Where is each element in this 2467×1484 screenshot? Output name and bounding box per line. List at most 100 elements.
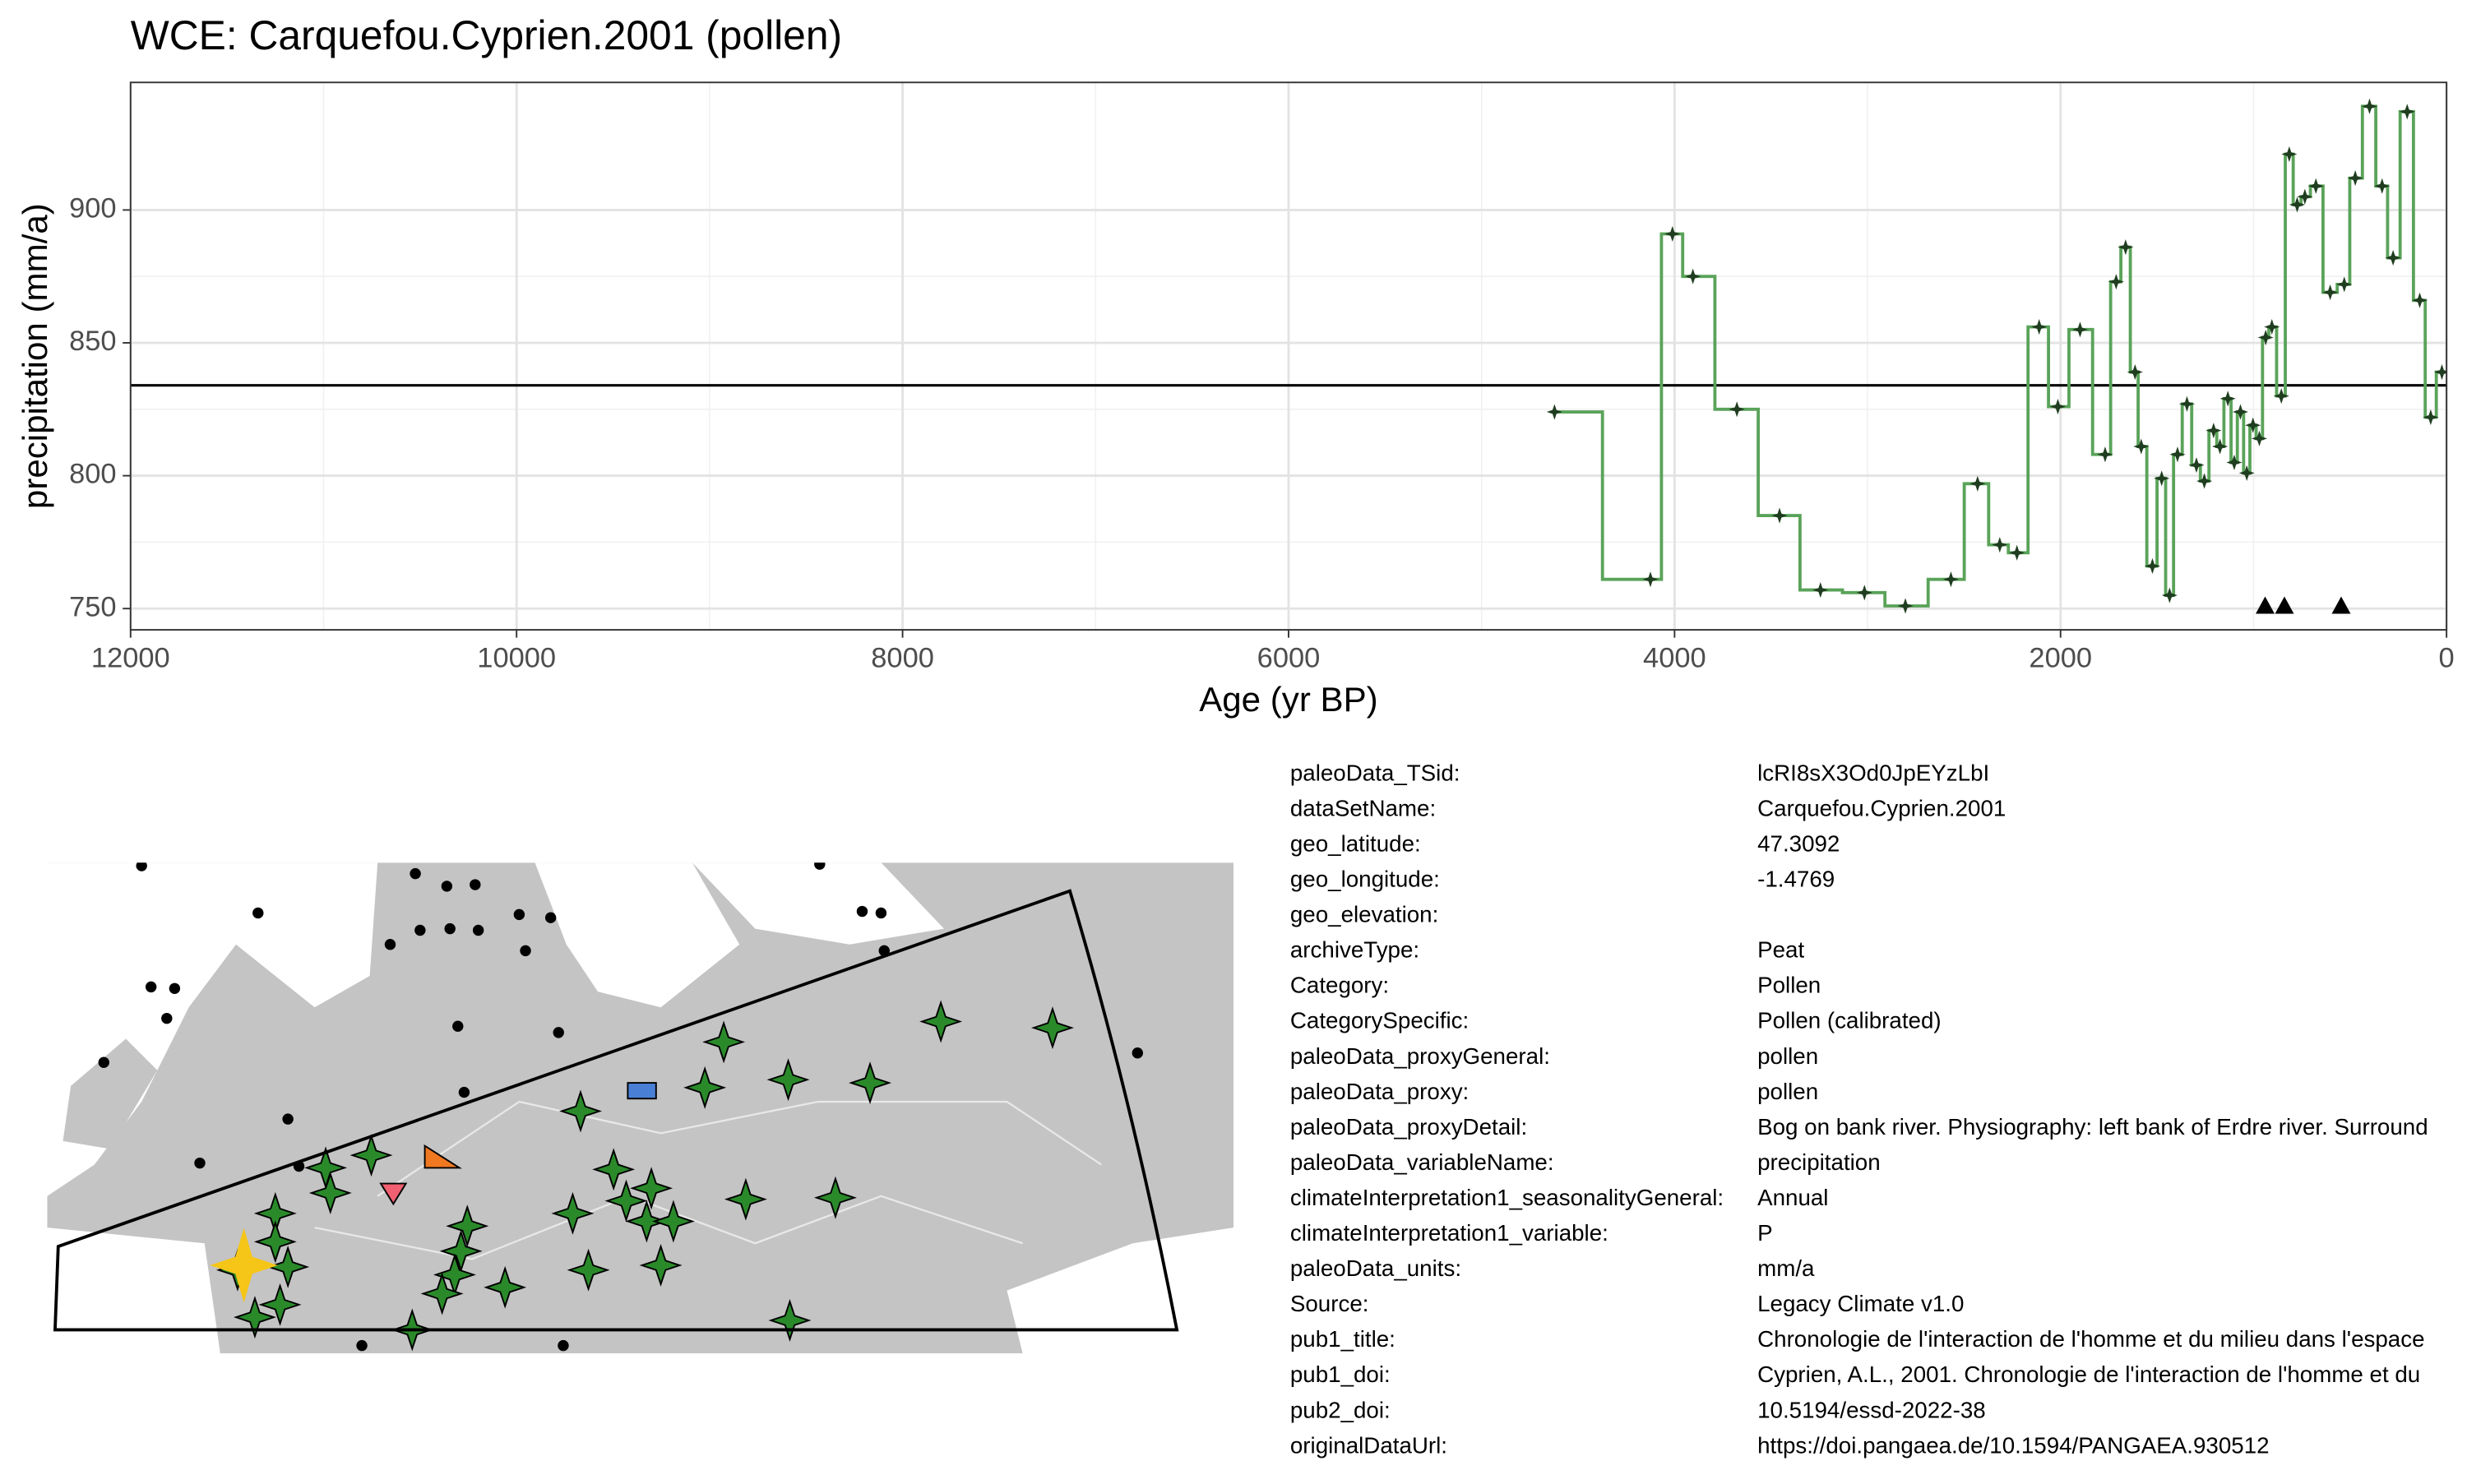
- site-dot: [458, 1086, 470, 1098]
- meta-key: originalDataUrl:: [1290, 1432, 1447, 1458]
- x-tick-label: 4000: [1643, 643, 1706, 674]
- site-dot: [472, 924, 484, 936]
- data-point: [2322, 284, 2339, 301]
- data-point: [2257, 329, 2274, 346]
- x-tick-label: 10000: [477, 643, 556, 674]
- data-point: [1664, 225, 1681, 243]
- site-star: [724, 1177, 767, 1221]
- data-point: [1642, 571, 1659, 588]
- x-tick-label: 2000: [2029, 643, 2092, 674]
- meta-value: Chronologie de l'interaction de l'homme …: [1757, 1326, 2424, 1352]
- site-dot: [470, 879, 481, 890]
- data-point: [2273, 388, 2289, 405]
- map-sea: [535, 862, 740, 1008]
- age-marker: [2256, 596, 2275, 614]
- meta-key: Source:: [1290, 1291, 1369, 1316]
- site-dot: [878, 945, 890, 957]
- data-point: [1771, 507, 1788, 524]
- meta-value: P: [1757, 1220, 1772, 1246]
- meta-value: Legacy Climate v1.0: [1757, 1291, 1964, 1316]
- meta-key: Category:: [1290, 973, 1389, 998]
- site-star: [567, 1248, 610, 1292]
- site-star: [630, 1167, 673, 1210]
- site-star: [308, 1172, 352, 1215]
- data-point: [2385, 250, 2401, 266]
- data-point: [1685, 268, 1701, 284]
- meta-value: pollen: [1757, 1079, 1818, 1104]
- data-point: [2133, 438, 2150, 455]
- meta-key: archiveType:: [1290, 937, 1419, 963]
- site-dot: [856, 905, 868, 918]
- site-dot: [410, 867, 421, 880]
- meta-key: climateInterpretation1_variable:: [1290, 1220, 1608, 1246]
- site-star: [266, 1245, 310, 1288]
- meta-value: 10.5194/essd-2022-38: [1757, 1397, 1986, 1422]
- site-star: [683, 1066, 727, 1109]
- data-point: [1992, 537, 2008, 553]
- site-marker: [424, 1144, 462, 1169]
- data-point: [2232, 404, 2249, 420]
- site-star: [349, 1134, 393, 1177]
- meta-key: paleoData_TSid:: [1290, 760, 1460, 785]
- data-point: [2118, 239, 2134, 256]
- meta-key: paleoData_units:: [1290, 1255, 1461, 1281]
- data-point: [1942, 571, 1959, 588]
- site-dot: [161, 1012, 173, 1024]
- site-dot: [452, 1020, 464, 1032]
- site-dot: [1132, 1047, 1143, 1059]
- data-point: [2205, 423, 2222, 439]
- meta-key: paleoData_variableName:: [1290, 1149, 1554, 1175]
- data-point: [2154, 470, 2170, 487]
- meta-key: paleoData_proxyGeneral:: [1290, 1043, 1550, 1069]
- data-point: [2423, 409, 2439, 426]
- data-point: [2071, 321, 2089, 338]
- data-point: [2226, 454, 2243, 471]
- data-point: [1729, 401, 1745, 418]
- x-tick-label: 0: [2439, 643, 2455, 674]
- age-marker: [2275, 596, 2294, 614]
- data-point: [2264, 319, 2280, 335]
- meta-value: Pollen: [1757, 973, 1821, 998]
- data-point: [1856, 585, 1872, 601]
- site-marker: [210, 1227, 278, 1303]
- data-point: [2399, 104, 2415, 120]
- data-point: [2374, 178, 2391, 194]
- data-point: [2238, 465, 2255, 481]
- site-star: [233, 1296, 276, 1339]
- site-star: [604, 1179, 648, 1223]
- data-point: [2108, 274, 2124, 290]
- site-dot: [384, 939, 396, 950]
- map-sea: [692, 862, 944, 945]
- data-point: [2212, 438, 2229, 455]
- y-tick-label: 750: [69, 591, 116, 622]
- site-dot: [553, 1027, 564, 1038]
- site-dot: [414, 924, 426, 936]
- meta-value: -1.4769: [1757, 867, 1835, 892]
- meta-value: Bog on bank river. Physiography: left ba…: [1757, 1114, 2428, 1140]
- site-star: [253, 1220, 297, 1264]
- meta-value: mm/a: [1757, 1255, 1815, 1281]
- site-star: [551, 1191, 595, 1235]
- meta-value: precipitation: [1757, 1149, 1881, 1175]
- data-point: [2144, 557, 2161, 575]
- site-dot: [136, 862, 147, 871]
- site-star: [766, 1058, 810, 1102]
- map-borders: [314, 1100, 1102, 1260]
- site-star: [625, 1200, 669, 1243]
- site-star: [768, 1299, 812, 1342]
- data-point: [2411, 292, 2428, 308]
- data-point: [2169, 446, 2186, 463]
- data-point: [2289, 196, 2306, 213]
- age-marker: [2331, 596, 2351, 614]
- data-point: [2251, 430, 2268, 446]
- site-marker: [379, 1182, 408, 1206]
- site-star: [919, 1000, 963, 1043]
- map-land: [62, 1038, 158, 1149]
- data-point: [1897, 598, 1914, 614]
- site-dot: [145, 981, 157, 993]
- x-axis-label: Age (yr BP): [1199, 680, 1377, 719]
- meta-key: pub2_doi:: [1290, 1397, 1391, 1422]
- data-point: [2188, 457, 2205, 474]
- meta-key: paleoData_proxy:: [1290, 1079, 1469, 1104]
